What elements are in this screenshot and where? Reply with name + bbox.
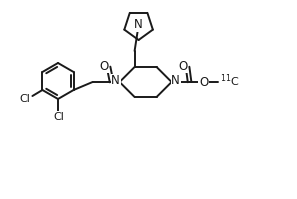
Text: $^{11}$C: $^{11}$C	[219, 73, 239, 89]
Text: N: N	[171, 74, 180, 88]
Text: O: O	[199, 75, 208, 89]
Text: O: O	[178, 60, 187, 72]
Text: Cl: Cl	[53, 112, 64, 122]
Text: N: N	[111, 74, 120, 88]
Text: Cl: Cl	[19, 94, 30, 104]
Text: O: O	[99, 60, 108, 72]
Text: N: N	[134, 19, 143, 31]
